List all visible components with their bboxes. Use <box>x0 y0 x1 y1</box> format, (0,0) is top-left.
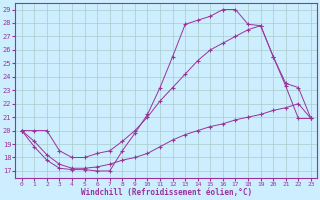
X-axis label: Windchill (Refroidissement éolien,°C): Windchill (Refroidissement éolien,°C) <box>81 188 252 197</box>
